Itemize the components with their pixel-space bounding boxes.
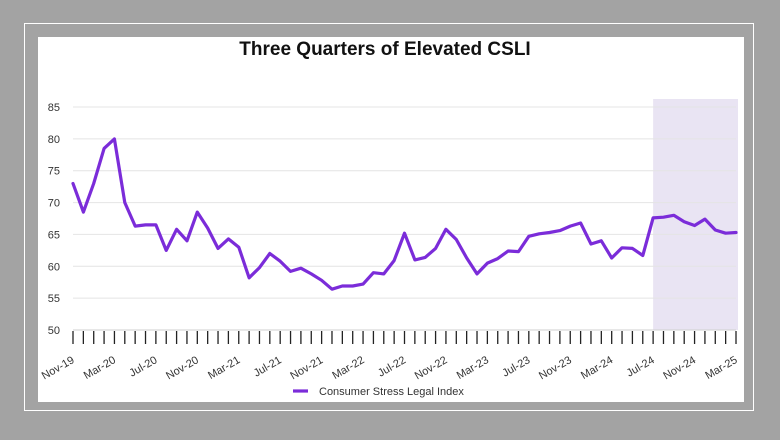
x-tick-label: Mar-24 <box>579 354 615 382</box>
x-tick-label: Jul-21 <box>252 354 284 379</box>
x-tick-label: Mar-22 <box>330 354 366 382</box>
y-axis-labels: 50 55 60 65 70 75 80 85 <box>48 102 60 337</box>
x-tick-marks <box>72 331 737 344</box>
line-chart: Three Quarters of Elevated CSLI 50 55 60 65… <box>40 39 740 398</box>
y-tick-label: 70 <box>48 198 60 210</box>
x-tick-label: Nov-19 <box>40 354 77 382</box>
x-tick-label: Jul-20 <box>127 354 159 379</box>
chart-title: Three Quarters of Elevated CSLI <box>239 39 530 60</box>
y-tick-label: 65 <box>48 229 60 241</box>
y-tick-label: 85 <box>48 102 60 114</box>
x-tick-label: Jul-23 <box>500 354 532 379</box>
legend: Consumer Stress Legal Index <box>293 386 464 398</box>
x-tick-label: Mar-25 <box>703 354 739 382</box>
y-tick-label: 50 <box>48 325 60 337</box>
x-tick-label: Nov-20 <box>164 354 201 382</box>
chart-panel: Three Quarters of Elevated CSLI 50 55 60 65… <box>38 37 744 402</box>
x-tick-label: Nov-23 <box>537 354 574 382</box>
y-tick-label: 75 <box>48 166 60 178</box>
x-tick-label: Nov-22 <box>413 354 450 382</box>
x-tick-label: Nov-21 <box>288 354 325 382</box>
x-tick-label: Jul-24 <box>625 354 657 379</box>
y-tick-label: 55 <box>48 293 60 305</box>
x-tick-label: Nov-24 <box>661 354 698 382</box>
series-line <box>71 137 738 291</box>
y-tick-label: 80 <box>48 134 60 146</box>
x-tick-label: Jul-22 <box>376 354 408 379</box>
x-tick-label: Mar-20 <box>82 354 118 382</box>
outer-frame <box>24 23 754 411</box>
x-tick-label: Mar-23 <box>455 354 491 382</box>
x-tick-label: Mar-21 <box>206 354 242 382</box>
highlight-region <box>653 99 738 330</box>
grid-lines <box>73 106 736 331</box>
x-axis-labels: Nov-19 Mar-20 Jul-20 Nov-20 Mar-21 Jul-21 Nov-… <box>40 354 740 382</box>
y-tick-label: 60 <box>48 261 60 273</box>
legend-label: Consumer Stress Legal Index <box>319 386 464 398</box>
